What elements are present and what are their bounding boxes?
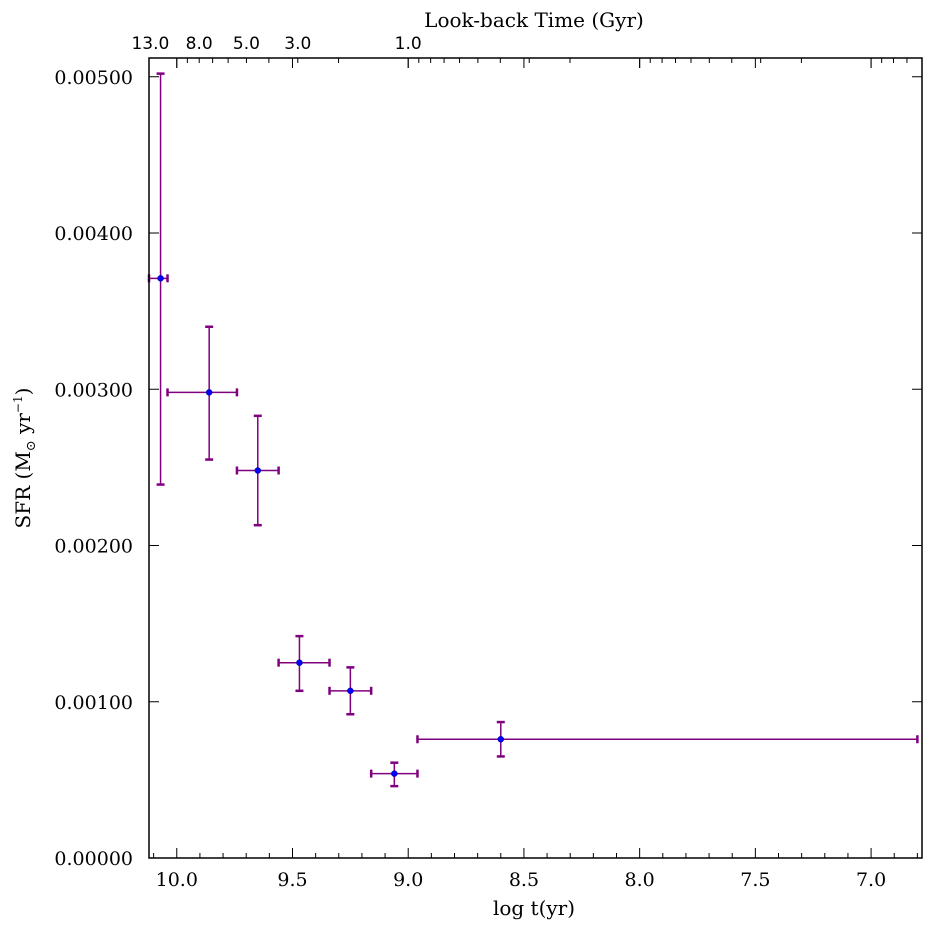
axis-ticks: 10.0 9.5 9.0 8.5 8.0 7.5 7.0 0.00000 0.00100 0.00…	[54, 34, 922, 891]
plot-frame	[148, 57, 923, 859]
y-tick-label: 0.00000	[54, 848, 133, 870]
y-tick-label: 0.00200	[54, 536, 133, 558]
x-tick-label: 7.5	[740, 869, 770, 891]
y-axis-title-main: SFR (M	[11, 451, 35, 528]
y-tick-label: 0.00400	[54, 223, 133, 245]
data-point	[254, 467, 262, 474]
x-axis-title: log t(yr)	[493, 896, 575, 920]
x-tick-label: 7.0	[856, 869, 886, 891]
top-tick-label: 8.0	[186, 34, 213, 54]
data-point-group	[369, 761, 419, 788]
x-tick-label: 9.5	[277, 869, 307, 891]
y-tick-label: 0.00100	[54, 692, 133, 714]
y-axis-title-sup: −1	[11, 395, 25, 413]
y-axis-title-mid: yr	[11, 413, 35, 441]
top-tick-label: 13.0	[131, 34, 169, 54]
data-point	[497, 736, 505, 743]
data-point	[205, 389, 213, 396]
data-point	[391, 770, 398, 777]
top-tick-label: 3.0	[284, 34, 311, 54]
chart-marks	[147, 72, 919, 788]
x-tick-label: 10.0	[156, 869, 198, 891]
top-tick-label: 5.0	[233, 34, 260, 54]
data-point	[347, 687, 354, 695]
data-point-group	[416, 720, 919, 758]
y-axis-title-end: )	[11, 388, 35, 396]
top-tick-label: 1.0	[395, 34, 422, 54]
data-point	[296, 659, 303, 666]
y-axis-title-sub: ⊙	[24, 440, 39, 451]
data-point-group	[235, 414, 280, 527]
y-tick-label: 0.00300	[54, 379, 133, 401]
top-axis-title: Look-back Time (Gyr)	[424, 8, 644, 32]
data-point-group	[166, 325, 239, 461]
y-axis-title: SFR (M⊙ yr−1)	[11, 388, 39, 529]
y-tick-label: 0.00500	[54, 67, 133, 89]
x-tick-label: 9.0	[393, 869, 423, 891]
data-point	[157, 275, 164, 282]
data-point-group	[328, 666, 373, 716]
x-tick-label: 8.5	[509, 869, 539, 891]
data-point-group	[277, 634, 331, 693]
plot-background	[149, 58, 922, 858]
x-tick-label: 8.0	[625, 869, 655, 891]
